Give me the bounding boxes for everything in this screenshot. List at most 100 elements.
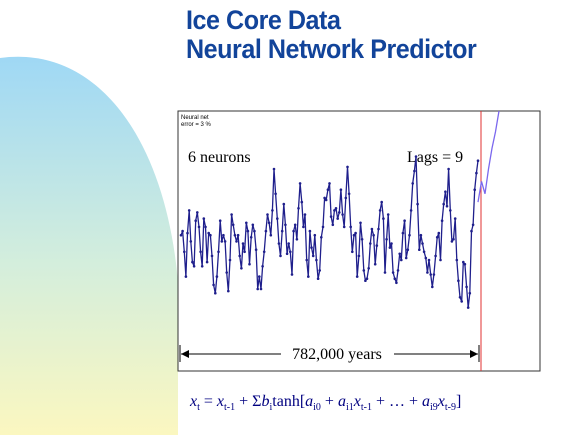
history-point-13 [200, 265, 204, 268]
history-point-89 [324, 198, 328, 202]
history-point-65 [285, 252, 289, 256]
history-point-74 [300, 200, 304, 204]
history-point-176 [466, 306, 470, 309]
history-point-15 [204, 225, 207, 229]
span-arrow-right-head [470, 350, 478, 358]
history-point-112 [362, 269, 366, 272]
history-point-169 [455, 258, 459, 262]
history-point-171 [458, 296, 462, 299]
history-point-42 [248, 262, 251, 266]
history-point-105 [351, 250, 354, 254]
history-point-151 [426, 271, 429, 274]
formula-a9-sub: i9 [430, 402, 438, 414]
history-point-11 [197, 225, 201, 229]
history-point-97 [338, 211, 341, 214]
history-point-178 [470, 229, 473, 233]
history-point-162 [444, 190, 447, 193]
history-point-1 [181, 229, 184, 233]
history-point-52 [264, 229, 268, 233]
history-point-164 [447, 167, 450, 171]
history-point-58 [274, 192, 277, 196]
history-point-172 [460, 300, 464, 303]
formula-tanh: tanh[ [272, 393, 306, 410]
slide-title: Ice Core Data Neural Network Predictor [186, 6, 477, 64]
history-point-62 [280, 229, 284, 233]
history-point-19 [210, 254, 214, 258]
history-point-8 [192, 265, 196, 268]
history-point-72 [297, 207, 300, 210]
history-point-3 [184, 275, 188, 278]
history-point-4 [186, 231, 189, 235]
history-point-36 [238, 254, 241, 258]
history-point-146 [418, 248, 421, 251]
history-point-56 [271, 209, 274, 212]
history-point-60 [277, 242, 281, 245]
history-point-79 [308, 229, 312, 233]
history-point-26 [222, 233, 225, 237]
history-point-107 [354, 231, 357, 235]
formula-a1-sub: i1 [345, 402, 354, 414]
history-point-40 [245, 221, 248, 225]
history-point-55 [269, 233, 273, 237]
history-point-37 [240, 267, 243, 270]
history-point-70 [293, 223, 297, 227]
history-point-18 [209, 233, 212, 237]
history-point-80 [310, 246, 313, 249]
history-point-106 [352, 233, 356, 237]
formula-x2: x [353, 393, 361, 410]
history-point-150 [424, 256, 428, 260]
lags-label: Lags = 9 [407, 149, 463, 166]
formula-b-sub: i [269, 402, 273, 414]
formula-a1: a [337, 393, 346, 410]
history-point-28 [225, 271, 228, 274]
history-point-181 [475, 171, 478, 175]
formula-sigma: + Σ [235, 393, 262, 410]
history-point-98 [339, 188, 343, 191]
history-point-20 [212, 283, 215, 287]
history-point-61 [279, 254, 282, 258]
history-point-5 [187, 209, 191, 212]
formula-x3-sub: t-9 [444, 402, 456, 414]
history-point-84 [316, 277, 320, 281]
history-point-129 [390, 242, 393, 245]
history-point-68 [290, 273, 294, 276]
history-point-21 [214, 291, 217, 295]
history-point-155 [432, 273, 436, 276]
history-point-90 [326, 188, 330, 191]
history-point-16 [205, 260, 209, 264]
prediction-series-line [477, 110, 500, 203]
history-point-121 [377, 227, 380, 231]
history-point-152 [427, 258, 431, 262]
history-point-81 [311, 254, 315, 258]
history-point-17 [207, 231, 210, 235]
background-swoosh [0, 56, 178, 435]
history-point-2 [183, 250, 186, 254]
formula-lhs-sub: t [197, 402, 200, 414]
span-arrow-left-head [181, 350, 189, 358]
history-point-66 [287, 242, 291, 245]
history-point-31 [230, 213, 233, 216]
formula-x2-sub: t-1 [360, 402, 372, 414]
history-point-142 [411, 182, 415, 185]
history-point-170 [457, 279, 460, 283]
history-point-135 [400, 258, 403, 262]
history-point-39 [243, 250, 246, 254]
history-point-23 [217, 250, 220, 254]
history-point-120 [375, 244, 379, 247]
history-point-137 [403, 219, 406, 222]
history-point-69 [292, 229, 295, 233]
history-point-134 [398, 252, 402, 256]
history-point-158 [437, 231, 441, 235]
history-point-41 [246, 229, 250, 233]
history-point-126 [385, 238, 388, 241]
history-point-168 [453, 217, 457, 220]
history-point-156 [434, 254, 437, 258]
history-point-117 [370, 227, 374, 231]
history-point-33 [233, 233, 237, 237]
history-point-182 [476, 159, 480, 162]
history-point-116 [369, 242, 372, 245]
history-point-63 [282, 202, 286, 206]
formula-x1-sub: t-1 [224, 402, 236, 414]
history-point-34 [235, 240, 238, 243]
